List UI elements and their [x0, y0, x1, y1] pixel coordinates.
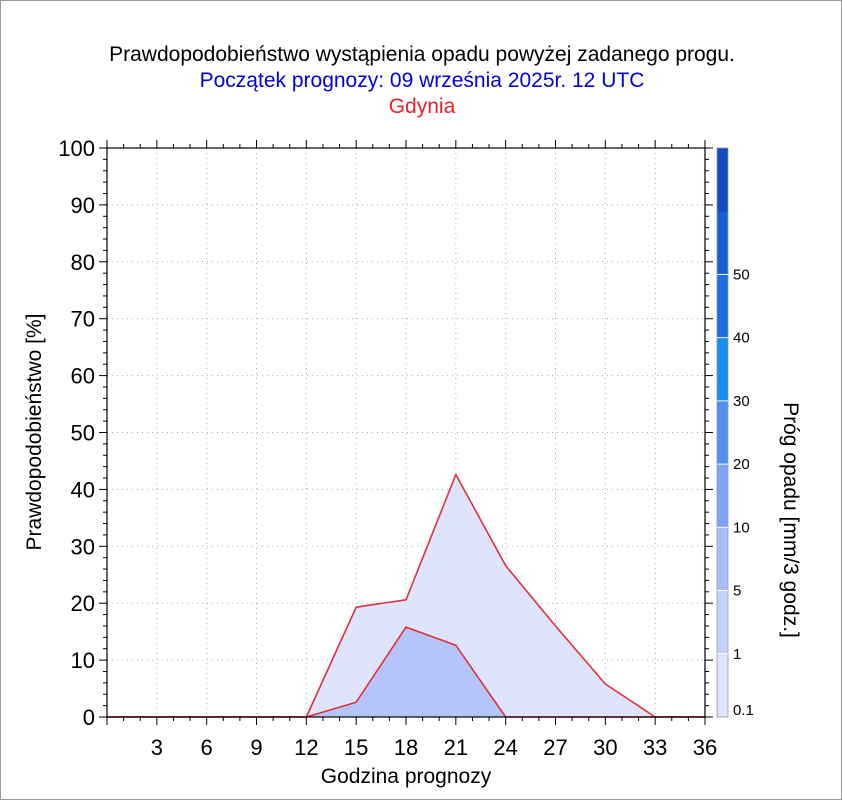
y-tick-label: 70	[71, 307, 95, 332]
x-tick-labels: 3 6 9 12 15 18 21 24 27 30 33 36	[151, 735, 718, 760]
x-tick-label: 15	[344, 735, 368, 760]
y-tick-label: 90	[71, 193, 95, 218]
colorbar-tick-label: 40	[733, 330, 750, 347]
x-tick-label: 33	[643, 735, 667, 760]
colorbar-segment	[717, 400, 728, 465]
y-tick-label: 40	[71, 477, 95, 502]
colorbar-tick-label: 5	[733, 583, 741, 600]
colorbar: 0.1 1 5 10 20 30 40 50	[716, 147, 754, 719]
colorbar-border	[716, 147, 729, 718]
y-tick-label: 60	[71, 364, 95, 389]
x-tick-label: 18	[394, 735, 418, 760]
area-threshold-0-1	[107, 474, 705, 717]
x-tick-label: 24	[493, 735, 517, 760]
colorbar-segment	[717, 337, 728, 402]
y-tick-label: 80	[71, 250, 95, 275]
colorbar-tick-label: 10	[733, 519, 750, 536]
y-axis-label: Prawdopodobieństwo [%]	[23, 314, 46, 551]
x-tick-label: 9	[250, 735, 262, 760]
area-threshold-1	[107, 627, 705, 717]
colorbar-segment	[717, 464, 728, 528]
x-tick-label: 12	[294, 735, 318, 760]
colorbar-tick-label: 50	[733, 266, 750, 283]
x-tick-label: 6	[201, 735, 213, 760]
x-axis-label: Godzina prognozy	[321, 765, 492, 788]
y-tick-label: 20	[71, 591, 95, 616]
colorbar-segment	[717, 653, 728, 718]
colorbar-segment	[717, 148, 728, 212]
forecast-start: Początek prognozy: 09 września 2025r. 12…	[199, 69, 645, 92]
colorbar-segment	[717, 527, 728, 592]
colorbar-segment	[717, 211, 728, 275]
colorbar-segment	[717, 274, 728, 339]
x-tick-label: 30	[593, 735, 617, 760]
x-tick-label: 27	[543, 735, 567, 760]
colorbar-segment	[717, 590, 728, 655]
colorbar-label: Próg opadu [mm/3 godz.]	[779, 402, 802, 638]
y-tick-label: 50	[71, 421, 95, 446]
y-tick-label: 10	[71, 648, 95, 673]
y-tick-label: 0	[83, 705, 95, 730]
x-tick-label: 3	[151, 735, 163, 760]
colorbar-tick-label: 0.1	[733, 702, 754, 719]
y-tick-label: 100	[58, 136, 95, 161]
y-tick-labels: 0 10 20 30 40 50 60 70 80 90 100	[58, 136, 95, 730]
x-tick-label: 36	[693, 735, 717, 760]
x-tick-label: 21	[444, 735, 468, 760]
colorbar-tick-label: 20	[733, 456, 750, 473]
axes	[99, 140, 713, 725]
location-name: Gdynia	[388, 95, 456, 118]
chart-title: Prawdopodobieństwo wystąpienia opadu pow…	[109, 43, 735, 66]
colorbar-tick-label: 1	[733, 646, 741, 663]
colorbar-tick-label: 30	[733, 393, 750, 410]
y-tick-label: 30	[71, 534, 95, 559]
